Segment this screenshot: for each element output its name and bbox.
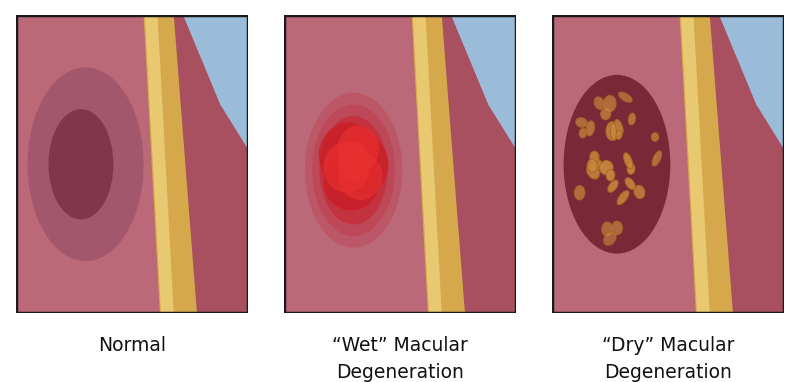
Ellipse shape bbox=[576, 118, 587, 127]
Ellipse shape bbox=[590, 151, 599, 163]
Ellipse shape bbox=[594, 97, 605, 110]
Ellipse shape bbox=[608, 180, 618, 192]
Ellipse shape bbox=[305, 93, 402, 248]
Ellipse shape bbox=[628, 113, 635, 125]
Ellipse shape bbox=[606, 170, 615, 181]
Ellipse shape bbox=[586, 121, 594, 136]
Text: “Dry” Macular
Degeneration: “Dry” Macular Degeneration bbox=[602, 336, 734, 382]
Ellipse shape bbox=[602, 222, 613, 236]
Polygon shape bbox=[442, 15, 516, 313]
Ellipse shape bbox=[601, 108, 611, 120]
Ellipse shape bbox=[603, 96, 616, 112]
Ellipse shape bbox=[338, 126, 379, 173]
Polygon shape bbox=[680, 15, 733, 313]
Ellipse shape bbox=[627, 164, 635, 174]
Ellipse shape bbox=[587, 159, 598, 172]
Polygon shape bbox=[145, 15, 174, 313]
Ellipse shape bbox=[338, 142, 370, 181]
Ellipse shape bbox=[634, 185, 645, 199]
Polygon shape bbox=[710, 15, 784, 313]
Ellipse shape bbox=[611, 221, 622, 235]
Ellipse shape bbox=[323, 142, 370, 193]
Ellipse shape bbox=[599, 160, 613, 175]
Polygon shape bbox=[451, 15, 516, 149]
Ellipse shape bbox=[27, 67, 144, 261]
Text: Normal: Normal bbox=[98, 336, 166, 355]
Ellipse shape bbox=[563, 75, 670, 254]
Ellipse shape bbox=[625, 178, 635, 189]
Ellipse shape bbox=[586, 164, 599, 179]
Ellipse shape bbox=[318, 123, 379, 188]
Ellipse shape bbox=[624, 153, 633, 169]
Text: “Wet” Macular
Degeneration: “Wet” Macular Degeneration bbox=[332, 336, 468, 382]
Ellipse shape bbox=[338, 134, 389, 194]
Ellipse shape bbox=[606, 121, 618, 140]
Ellipse shape bbox=[594, 159, 602, 170]
Ellipse shape bbox=[610, 123, 617, 141]
Ellipse shape bbox=[603, 231, 616, 245]
Polygon shape bbox=[144, 15, 197, 313]
Ellipse shape bbox=[614, 120, 623, 134]
Polygon shape bbox=[183, 15, 248, 149]
Ellipse shape bbox=[651, 133, 658, 141]
Polygon shape bbox=[412, 15, 465, 313]
Polygon shape bbox=[681, 15, 710, 313]
Ellipse shape bbox=[579, 128, 586, 138]
Ellipse shape bbox=[652, 151, 662, 166]
Ellipse shape bbox=[312, 104, 395, 236]
Ellipse shape bbox=[617, 191, 629, 205]
Ellipse shape bbox=[323, 154, 379, 210]
Ellipse shape bbox=[574, 186, 585, 200]
Polygon shape bbox=[174, 15, 248, 313]
Ellipse shape bbox=[618, 92, 632, 102]
Polygon shape bbox=[719, 15, 784, 149]
Polygon shape bbox=[413, 15, 442, 313]
Ellipse shape bbox=[616, 131, 622, 139]
Ellipse shape bbox=[49, 109, 114, 219]
Ellipse shape bbox=[319, 116, 388, 225]
Ellipse shape bbox=[338, 152, 382, 200]
